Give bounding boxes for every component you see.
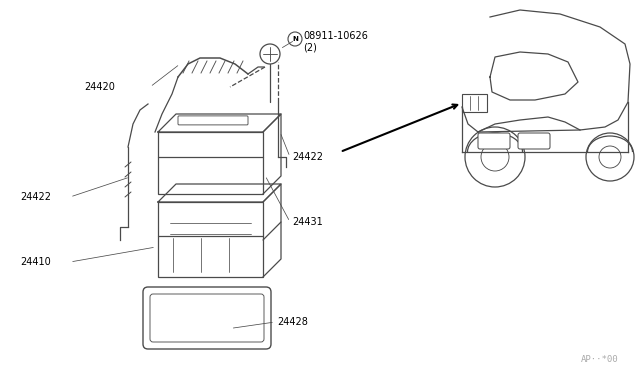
FancyBboxPatch shape — [518, 133, 550, 149]
Bar — [462, 94, 487, 112]
Text: 24410: 24410 — [20, 257, 51, 267]
Text: N: N — [292, 36, 298, 42]
Circle shape — [185, 187, 189, 191]
FancyBboxPatch shape — [178, 116, 248, 125]
Text: 08911-10626: 08911-10626 — [303, 31, 368, 41]
Text: 24422: 24422 — [292, 152, 323, 162]
Text: 24428: 24428 — [277, 317, 308, 327]
FancyBboxPatch shape — [150, 294, 264, 342]
FancyBboxPatch shape — [143, 287, 271, 349]
FancyBboxPatch shape — [478, 133, 510, 149]
Text: 24420: 24420 — [84, 82, 115, 92]
Text: 24431: 24431 — [292, 217, 323, 227]
Text: AP··*00: AP··*00 — [581, 356, 619, 365]
Circle shape — [215, 187, 219, 191]
Text: (2): (2) — [303, 42, 317, 52]
FancyBboxPatch shape — [184, 184, 241, 194]
Bar — [158, 202, 263, 277]
Bar — [158, 132, 263, 194]
Text: 24422: 24422 — [20, 192, 51, 202]
